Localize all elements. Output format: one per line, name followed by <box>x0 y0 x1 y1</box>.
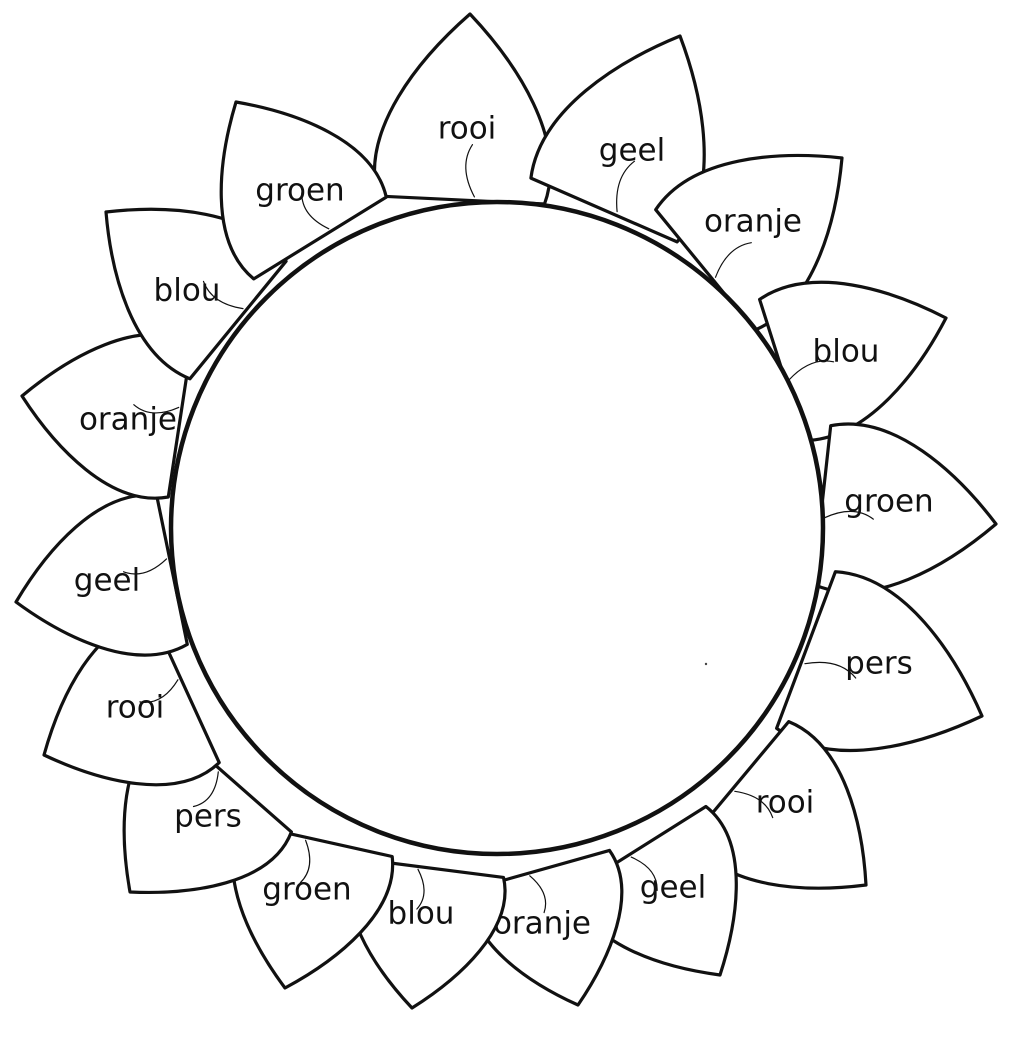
petal-label: blou <box>154 273 221 309</box>
petals: rooi geel oranje blou groen pers rooi geel oranj… <box>14 12 998 1010</box>
petal-vein <box>202 280 244 310</box>
petal-label: blou <box>388 896 455 932</box>
petal-outline[interactable] <box>219 100 388 281</box>
petal-label: groen <box>255 173 344 209</box>
petal-vein <box>416 868 425 910</box>
petal-label: groen <box>262 872 351 908</box>
petal[interactable]: blou <box>347 857 507 1010</box>
petal[interactable]: groen <box>219 100 388 281</box>
petal-label: oranje <box>79 402 177 438</box>
petal-vein <box>616 160 636 213</box>
petal-vein <box>788 360 835 381</box>
petal-vein <box>133 404 180 414</box>
petal-vein <box>139 679 179 703</box>
petal-label: oranje <box>704 204 802 240</box>
petal-label: pers <box>174 799 242 835</box>
petal-label: blou <box>813 334 880 370</box>
petal-vein <box>823 510 874 520</box>
flower-center-disc <box>168 199 826 857</box>
petal-label: geel <box>640 870 706 906</box>
petal-label: rooi <box>438 111 497 147</box>
petal-label: pers <box>845 646 913 682</box>
petal-vein <box>529 875 547 914</box>
petal-label: oranje <box>493 906 591 942</box>
petal-label: groen <box>844 484 933 520</box>
petal-outline[interactable] <box>14 493 189 657</box>
petal[interactable]: pers <box>775 570 984 753</box>
petal-outline[interactable] <box>372 12 552 206</box>
petal[interactable]: oranje <box>20 332 194 500</box>
petal-vein <box>465 144 475 198</box>
petal-outline[interactable] <box>20 332 194 500</box>
petal-vein <box>804 661 857 679</box>
petal-vein <box>630 856 658 892</box>
petal-vein <box>123 558 168 575</box>
petal-vein <box>192 771 219 808</box>
petal-label: rooi <box>106 690 165 726</box>
speck-mark <box>704 662 708 666</box>
petal-outline[interactable] <box>775 570 984 753</box>
petal[interactable]: geel <box>529 34 706 244</box>
petal-label: geel <box>599 133 665 169</box>
petal[interactable]: groen <box>811 422 998 594</box>
petal-vein <box>734 790 774 819</box>
petal-label: geel <box>74 563 140 599</box>
petal[interactable]: geel <box>14 493 189 657</box>
petal-label: rooi <box>756 785 815 821</box>
petal[interactable]: rooi <box>372 12 552 206</box>
petal[interactable]: blou <box>758 280 948 443</box>
petal-vein <box>714 242 752 278</box>
petal-vein <box>299 839 311 884</box>
petal-outline[interactable] <box>758 280 948 443</box>
petal-vein <box>301 192 330 230</box>
